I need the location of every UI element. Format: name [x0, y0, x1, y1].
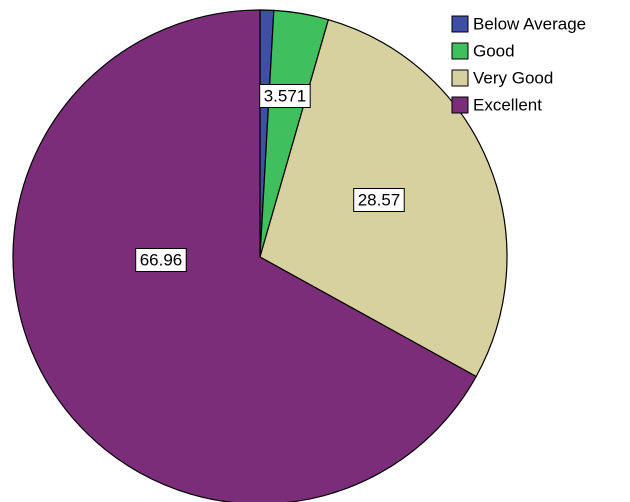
legend-item-below-average: Below Average: [451, 15, 586, 34]
data-label-very-good: 28.57: [353, 188, 405, 212]
pie-slices: [12, 9, 508, 502]
data-label-box-very-good: [353, 188, 405, 212]
data-label-text-good: 3.571: [264, 87, 307, 106]
legend-label-excellent: Excellent: [473, 96, 542, 115]
legend-swatch-below-average: [451, 15, 469, 33]
data-label-box-good: [259, 84, 311, 108]
data-label-box-excellent: [135, 248, 187, 272]
legend-label-very-good: Very Good: [473, 69, 553, 88]
data-label-good: 3.571: [259, 84, 311, 108]
legend-item-good: Good: [451, 42, 515, 61]
legend-swatch-excellent: [451, 96, 469, 114]
legend-item-very-good: Very Good: [451, 69, 553, 88]
legend-swatch-very-good: [451, 69, 469, 87]
legend: Below Average Good Very Good Excellent: [451, 15, 586, 115]
legend-label-good: Good: [473, 42, 515, 61]
legend-label-below-average: Below Average: [473, 15, 586, 34]
data-label-text-very-good: 28.57: [358, 191, 401, 210]
pie-slice-excellent: [12, 9, 477, 502]
legend-item-excellent: Excellent: [451, 96, 542, 115]
data-label-text-excellent: 66.96: [140, 251, 183, 270]
data-label-excellent: 66.96: [135, 248, 187, 272]
pie-data-labels: 3.571 28.57 66.96: [135, 84, 405, 272]
legend-swatch-good: [451, 42, 469, 60]
